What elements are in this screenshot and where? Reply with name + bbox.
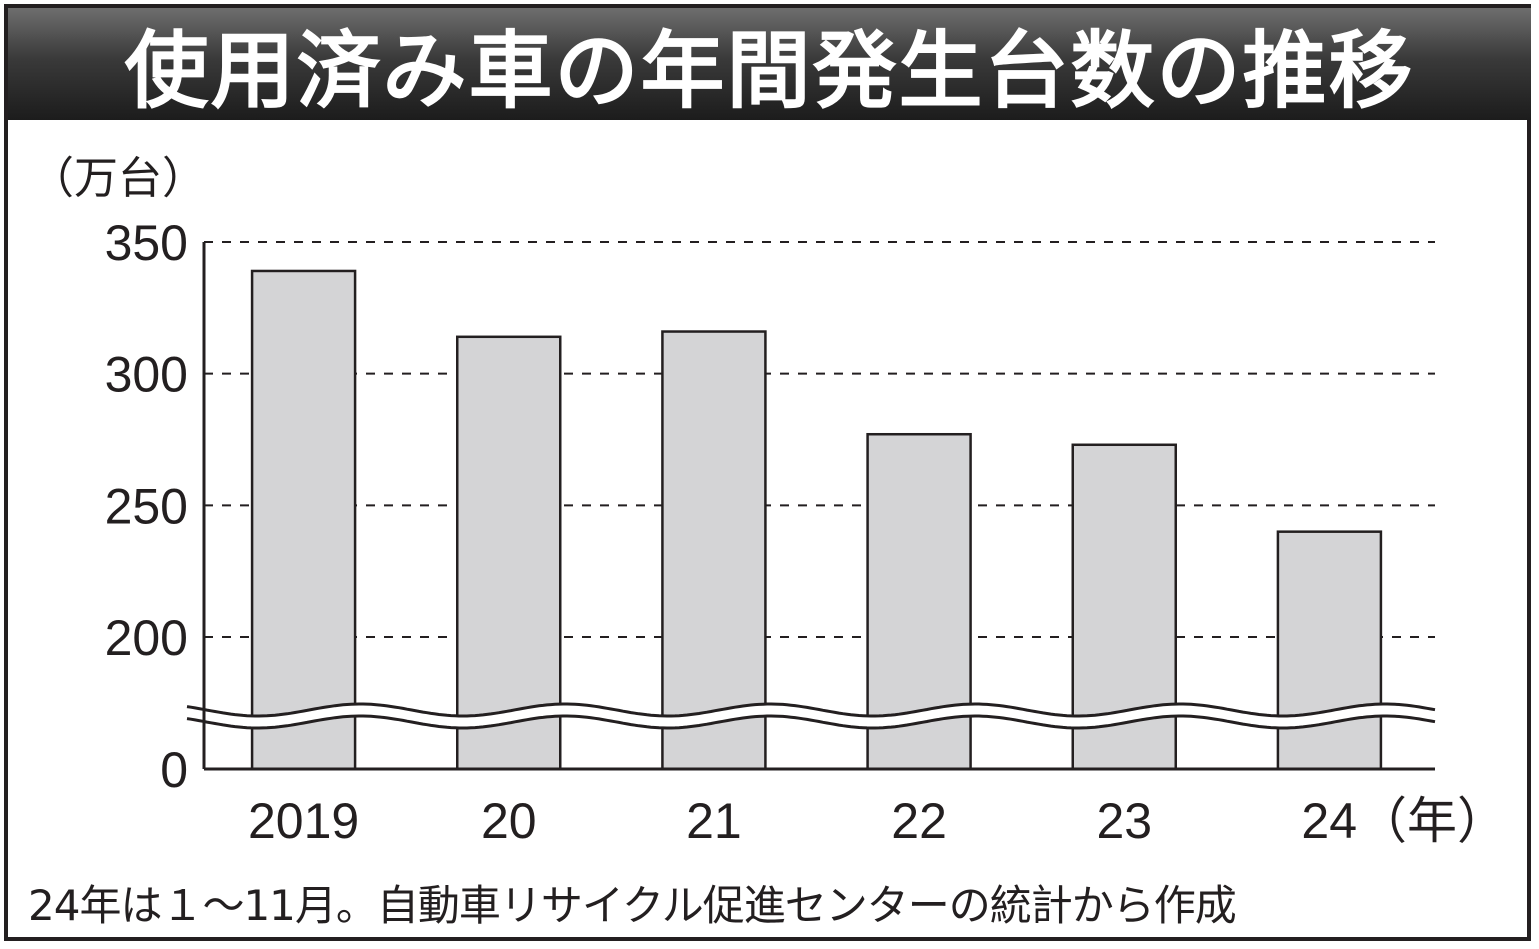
bar-24（年） xyxy=(1276,530,1383,771)
chart-title: 使用済み車の年間発生台数の推移 xyxy=(124,21,1415,120)
y-tick-label: 300 xyxy=(105,347,188,403)
axis-break-line-lower xyxy=(186,714,1436,730)
x-tick-label: 20 xyxy=(481,793,537,849)
y-tick-label: 0 xyxy=(160,742,188,798)
x-tick-label: 22 xyxy=(891,793,947,849)
y-tick-label: 350 xyxy=(105,215,188,271)
x-tick-label: 2019 xyxy=(248,793,359,849)
bar-2019 xyxy=(250,269,357,771)
bar-21 xyxy=(661,330,767,771)
axis-break-line-upper xyxy=(186,702,1436,718)
source-note: 24年は１～11月。自動車リサイクル促進センターの統計から作成 xyxy=(28,881,1237,930)
y-axis-unit-label: （万台） xyxy=(30,153,206,204)
x-tick-label: 23 xyxy=(1096,793,1152,849)
x-tick-label: 21 xyxy=(686,793,742,849)
x-tick-label: 24（年） xyxy=(1301,793,1507,849)
y-tick-label: 200 xyxy=(105,610,188,666)
title-bar xyxy=(8,8,1531,120)
y-tick-label: 250 xyxy=(105,478,188,534)
